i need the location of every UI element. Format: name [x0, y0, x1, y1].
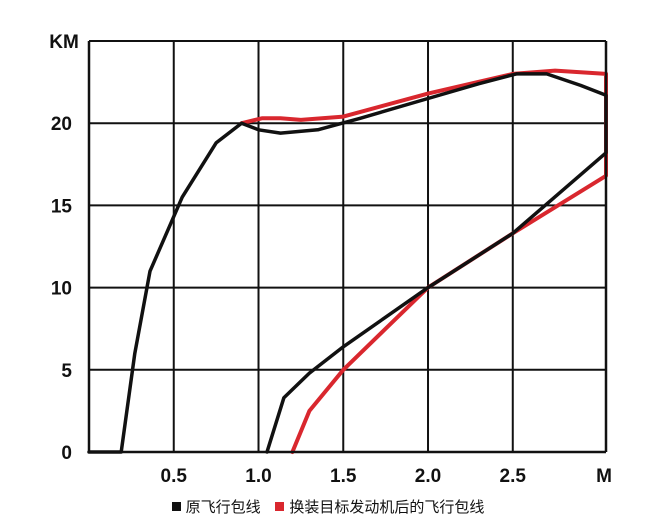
series-line-new-engine — [239, 68, 608, 454]
y-tick-label: 0 — [61, 443, 72, 464]
grid — [89, 40, 606, 452]
y-axis-unit-label: KM — [49, 32, 79, 53]
axes — [87, 41, 608, 454]
y-tick-label: 20 — [51, 114, 72, 135]
legend-label-new-engine: 换装目标发动机后的飞行包线 — [289, 498, 485, 516]
x-axis-unit-label: M — [596, 466, 612, 487]
tick-labels: 0.5 1.0 1.5 2.0 2.5 0 5 10 15 20 — [51, 114, 527, 487]
y-tick-label: 10 — [51, 279, 72, 300]
x-tick-label: 2.0 — [415, 466, 441, 487]
x-tick-label: 2.5 — [500, 466, 527, 487]
series-line-original — [87, 72, 608, 454]
y-tick-label: 5 — [61, 361, 72, 382]
x-tick-label: 1.5 — [330, 466, 357, 487]
x-tick-label: 0.5 — [161, 466, 188, 487]
legend-label-original: 原飞行包线 — [185, 498, 261, 516]
legend-swatch-new-engine — [275, 502, 285, 511]
legend-item-new-engine: 换装目标发动机后的飞行包线 — [275, 496, 484, 517]
legend-item-original: 原飞行包线 — [171, 496, 261, 517]
y-tick-label: 15 — [51, 196, 73, 217]
legend-swatch-original — [171, 502, 181, 511]
legend: 原飞行包线 换装目标发动机后的飞行包线 — [0, 496, 656, 517]
x-tick-label: 1.0 — [245, 466, 271, 487]
series-layer — [87, 68, 608, 454]
